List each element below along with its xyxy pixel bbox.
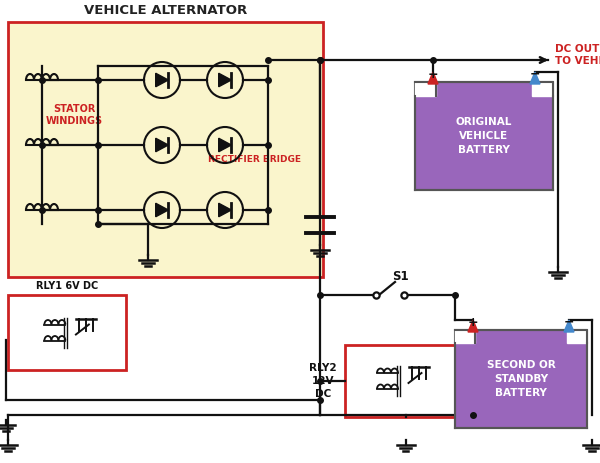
Bar <box>415 82 553 190</box>
Bar <box>8 295 126 370</box>
Text: RECTIFIER BRIDGE: RECTIFIER BRIDGE <box>209 156 302 164</box>
Polygon shape <box>428 72 438 84</box>
Polygon shape <box>567 330 587 343</box>
Polygon shape <box>415 82 436 96</box>
Polygon shape <box>564 320 574 332</box>
Bar <box>8 22 323 277</box>
Text: −: − <box>530 68 540 81</box>
Polygon shape <box>218 203 232 217</box>
Text: RLY1 6V DC: RLY1 6V DC <box>36 281 98 291</box>
Polygon shape <box>156 73 168 87</box>
Text: +: + <box>428 68 439 81</box>
Text: ORIGINAL
VEHICLE
BATTERY: ORIGINAL VEHICLE BATTERY <box>456 117 512 155</box>
Polygon shape <box>218 138 232 152</box>
Polygon shape <box>156 138 168 152</box>
Polygon shape <box>455 330 475 343</box>
Text: S1: S1 <box>392 270 409 283</box>
Polygon shape <box>218 73 232 87</box>
Text: RLY2
12V
DC: RLY2 12V DC <box>309 363 337 399</box>
Text: +: + <box>467 315 478 329</box>
Polygon shape <box>156 203 168 217</box>
Polygon shape <box>532 82 553 96</box>
Text: STATOR
WINDINGS: STATOR WINDINGS <box>46 104 103 126</box>
Polygon shape <box>468 320 478 332</box>
Polygon shape <box>530 72 540 84</box>
Text: −: − <box>564 315 574 329</box>
Bar <box>455 330 587 428</box>
Text: SECOND OR
STANDBY
BATTERY: SECOND OR STANDBY BATTERY <box>487 360 556 398</box>
Bar <box>345 345 455 417</box>
Text: DC OUTPUT
TO VEHICLE: DC OUTPUT TO VEHICLE <box>555 44 600 66</box>
Text: VEHICLE ALTERNATOR: VEHICLE ALTERNATOR <box>84 4 247 17</box>
